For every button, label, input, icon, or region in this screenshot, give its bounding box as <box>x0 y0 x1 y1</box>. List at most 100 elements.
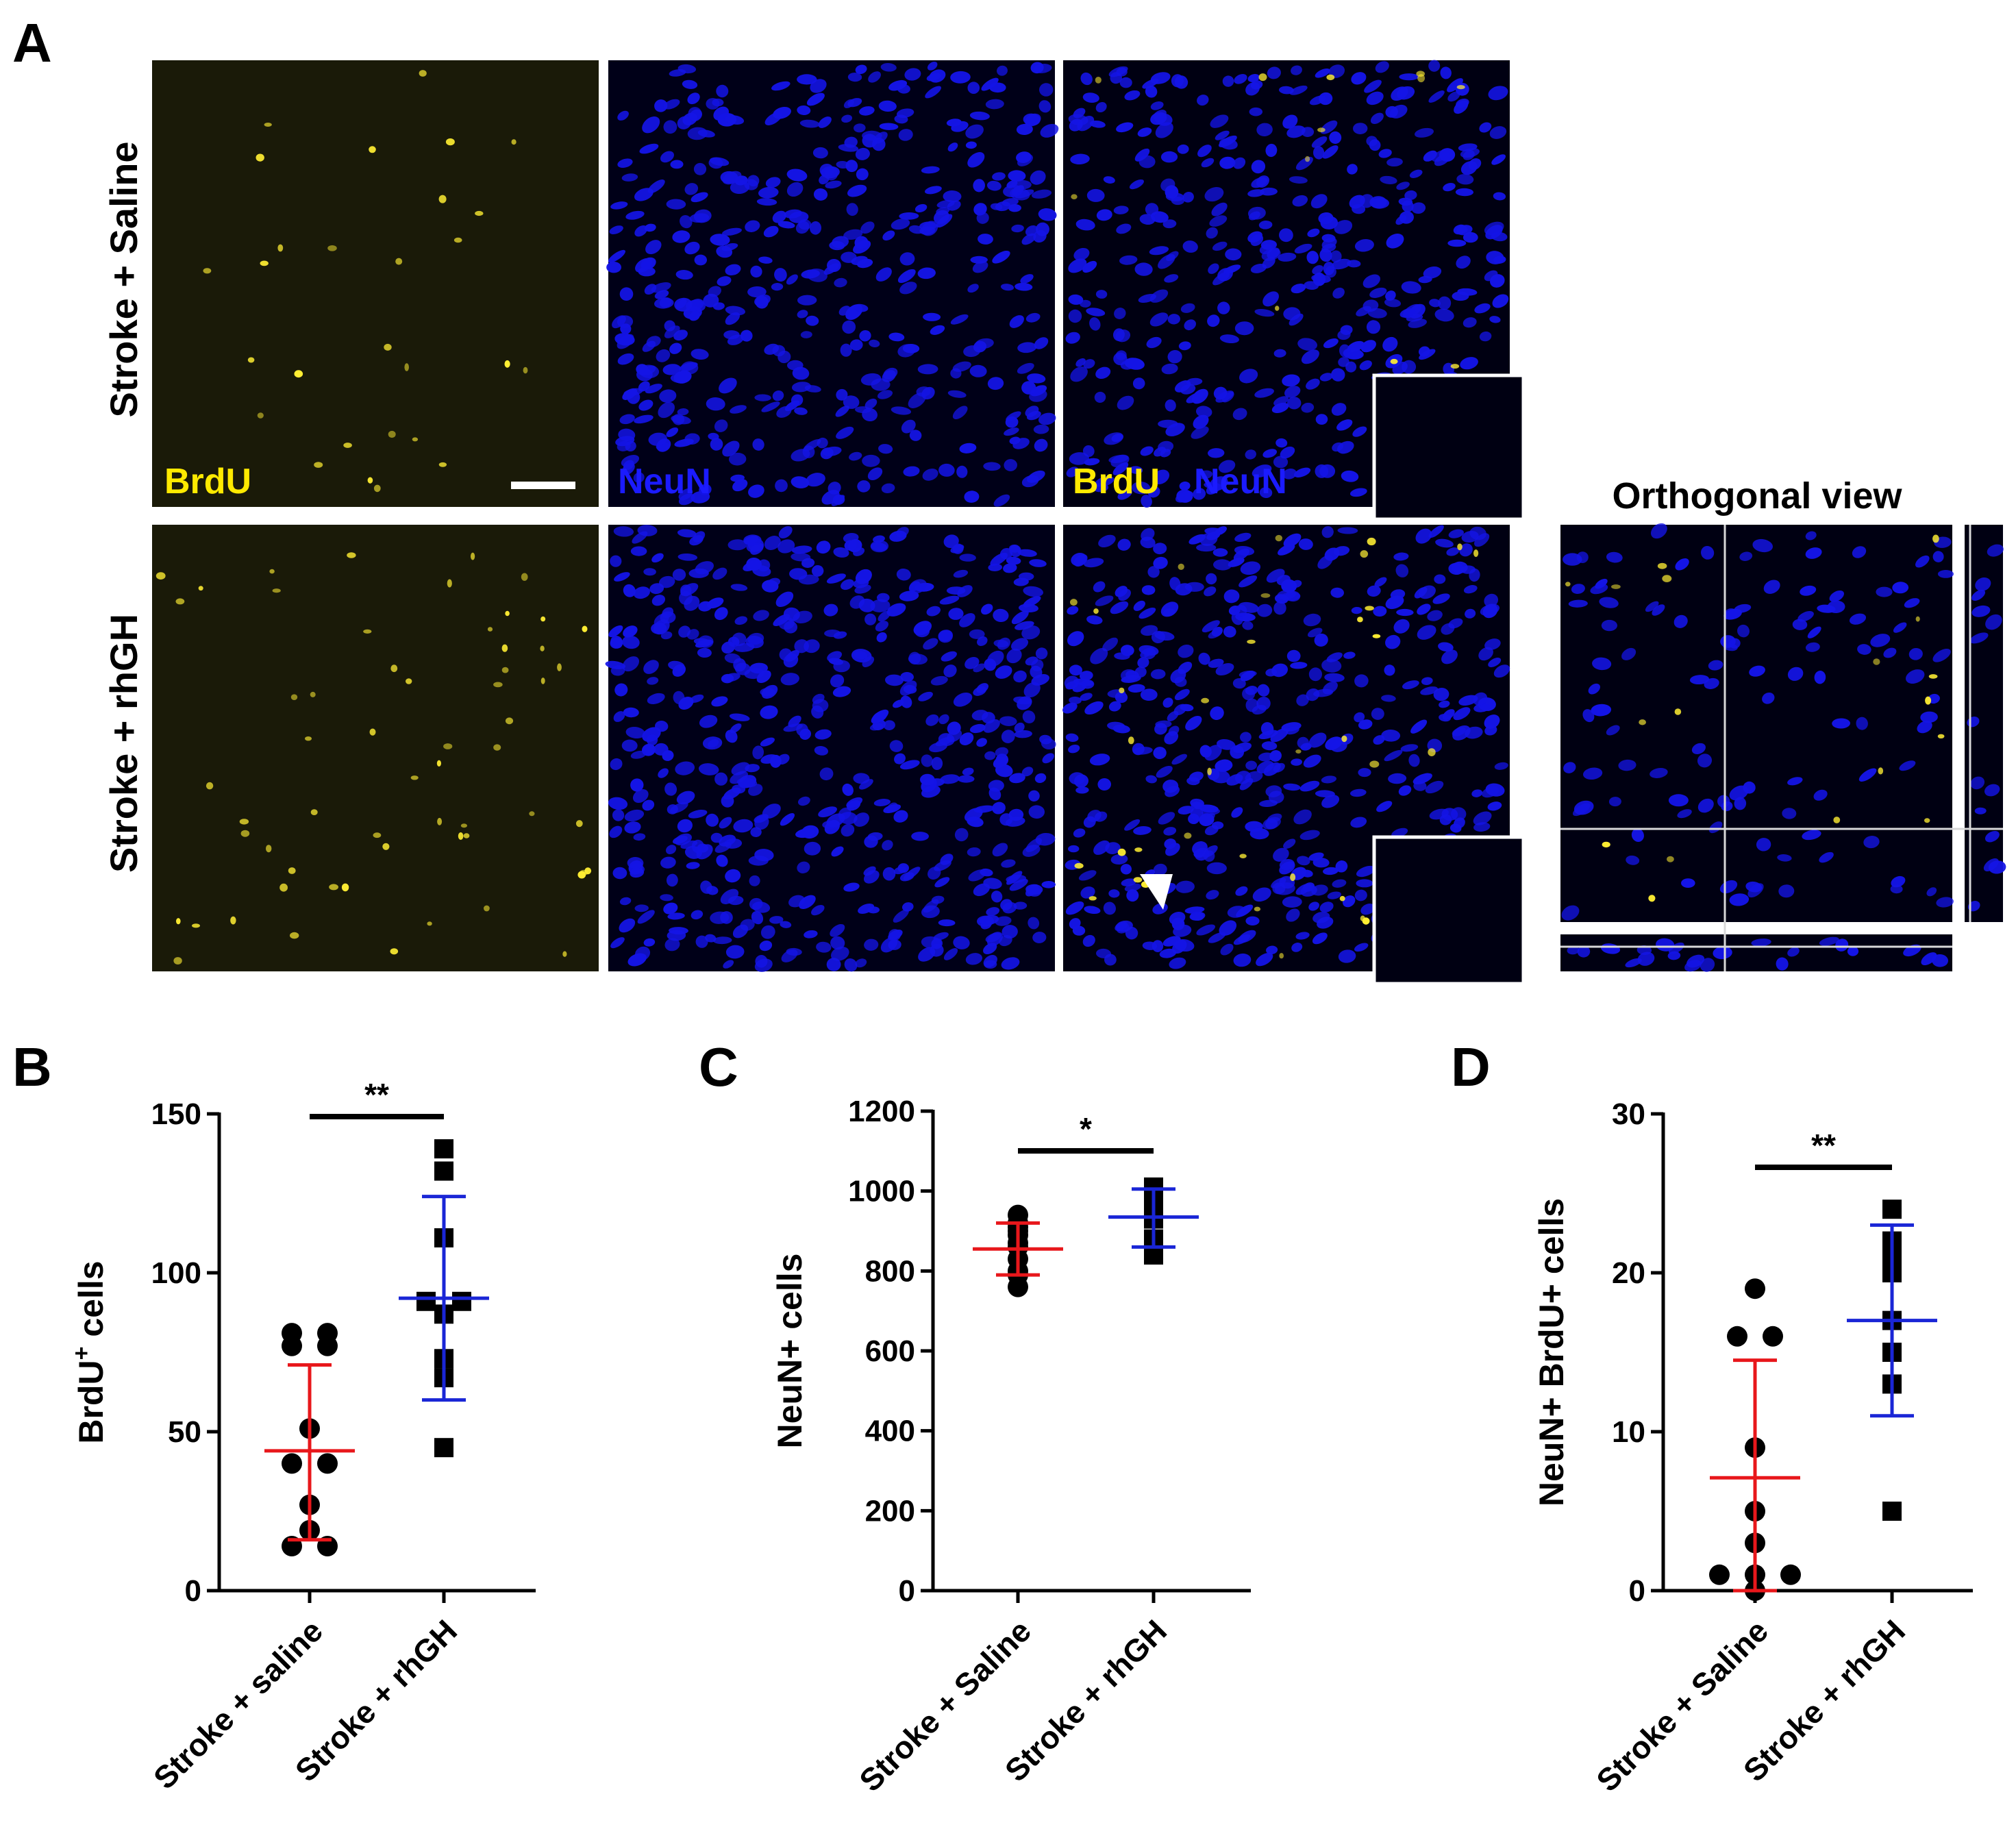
neun-nucleus <box>1204 187 1224 202</box>
brdu-spot <box>412 437 419 442</box>
neun-nucleus <box>1165 843 1180 856</box>
neun-nucleus <box>1013 902 1028 910</box>
neun-nucleus <box>1354 674 1369 688</box>
neun-nucleus <box>804 930 818 938</box>
neun-nucleus <box>1234 321 1254 336</box>
neun-nucleus <box>676 791 695 805</box>
neun-nucleus <box>1147 566 1160 578</box>
brdu-spot <box>511 139 517 145</box>
neun-nucleus <box>758 186 779 199</box>
neun-nucleus <box>882 230 895 241</box>
neun-nucleus <box>663 902 678 915</box>
neun-nucleus <box>832 494 845 505</box>
neun-nucleus <box>894 114 908 124</box>
neun-nucleus <box>1342 895 1356 908</box>
neun-nucleus <box>832 686 851 697</box>
y-tick-label: 50 <box>168 1415 201 1449</box>
neun-nucleus <box>755 955 768 968</box>
neun-nucleus <box>1485 783 1505 797</box>
neun-nucleus <box>1086 188 1105 202</box>
neun-nucleus <box>1117 395 1134 410</box>
neun-nucleus <box>760 705 778 719</box>
neun-nucleus <box>864 938 879 951</box>
neun-nucleus <box>843 229 863 240</box>
neun-nucleus <box>1204 745 1222 761</box>
neun-nucleus <box>1469 526 1486 540</box>
neun-nucleus <box>1235 886 1248 896</box>
neun-nucleus <box>877 593 890 603</box>
neun-nucleus <box>780 673 799 686</box>
neun-nucleus <box>1330 587 1344 598</box>
neun-nucleus <box>1228 558 1245 567</box>
neun-nucleus <box>1800 585 1817 596</box>
neun-nucleus <box>1261 741 1278 751</box>
neun-nucleus <box>1128 684 1145 693</box>
channel-label-merge-neun: NeuN <box>1194 462 1287 501</box>
neun-nucleus <box>765 177 781 188</box>
brdu-spot <box>1369 760 1380 768</box>
neun-nucleus <box>1289 176 1308 184</box>
neun-nucleus <box>1250 80 1263 90</box>
neun-nucleus <box>1891 875 1906 888</box>
channel-label-neun: NeuN <box>618 462 711 501</box>
neun-nucleus <box>1460 357 1478 370</box>
neun-nucleus <box>995 665 1012 679</box>
neun-nucleus <box>637 525 658 536</box>
neun-nucleus <box>1763 580 1780 594</box>
y-axis-label: NeuN+ BrdU+ cells <box>1532 1198 1571 1506</box>
neun-nucleus <box>633 833 646 841</box>
neun-nucleus <box>1576 551 1589 564</box>
neun-nucleus <box>868 71 881 83</box>
neun-nucleus <box>1421 677 1433 685</box>
neun-nucleus <box>1561 905 1580 921</box>
neun-nucleus <box>1208 658 1224 668</box>
neun-nucleus <box>969 111 990 121</box>
neun-nucleus <box>842 320 856 334</box>
neun-nucleus <box>732 784 746 794</box>
neun-nucleus <box>878 444 893 454</box>
neun-nucleus <box>1042 753 1054 764</box>
neun-nucleus <box>733 819 754 833</box>
y-axis-label: BrdU+ cells <box>69 1260 110 1443</box>
neun-nucleus <box>1386 158 1403 167</box>
neun-nucleus <box>1160 151 1178 163</box>
neun-nucleus <box>1197 470 1213 480</box>
neun-nucleus <box>1021 767 1034 777</box>
neun-nucleus <box>1391 828 1408 838</box>
neun-nucleus <box>894 753 906 764</box>
neun-nucleus <box>1105 842 1121 854</box>
neun-nucleus <box>1340 325 1353 335</box>
neun-nucleus <box>678 697 694 710</box>
neun-nucleus <box>1453 817 1465 829</box>
neun-nucleus <box>1182 192 1194 203</box>
neun-nucleus <box>1729 893 1750 906</box>
neun-nucleus <box>888 79 908 91</box>
neun-nucleus <box>1273 601 1286 615</box>
data-point-square <box>434 1139 453 1159</box>
y-tick-label: 200 <box>865 1494 915 1528</box>
neun-nucleus <box>759 940 773 952</box>
neun-nucleus <box>647 693 665 704</box>
neun-nucleus <box>1729 785 1749 801</box>
neun-nucleus <box>938 919 956 927</box>
neun-nucleus <box>1260 240 1277 250</box>
data-point-circle <box>282 1453 302 1474</box>
neun-nucleus <box>1292 195 1308 207</box>
neun-nucleus <box>1331 403 1347 416</box>
neun-nucleus <box>1025 312 1041 323</box>
neun-nucleus <box>769 916 784 924</box>
neun-nucleus <box>1137 657 1149 669</box>
neun-nucleus <box>844 958 858 972</box>
neun-nucleus <box>1159 948 1177 958</box>
neun-nucleus <box>1677 809 1692 819</box>
neun-nucleus <box>1282 896 1302 908</box>
brdu-spot <box>562 951 567 957</box>
neun-nucleus <box>1315 69 1330 78</box>
neun-nucleus <box>948 608 964 620</box>
neun-nucleus <box>1162 780 1179 793</box>
brdu-spot <box>1878 767 1884 775</box>
neun-nucleus <box>891 219 910 230</box>
neun-nucleus <box>983 462 1001 471</box>
neun-nucleus <box>1196 543 1217 552</box>
neun-nucleus <box>689 311 700 321</box>
